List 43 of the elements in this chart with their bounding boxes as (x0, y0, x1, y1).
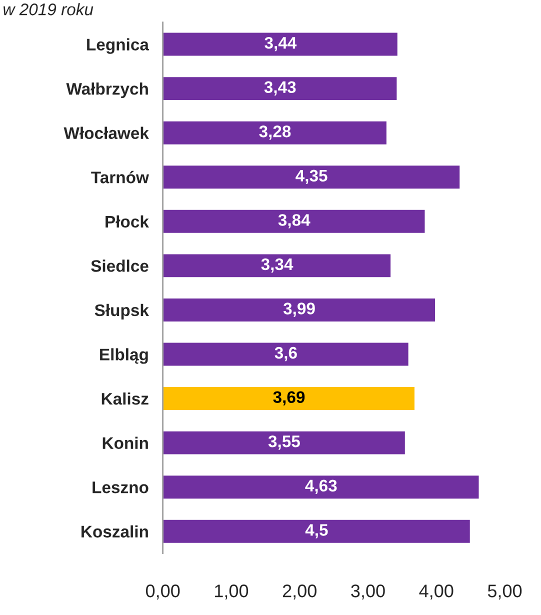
x-tick-label: 0,00 (146, 584, 180, 600)
y-tick-label: Siedlce (91, 260, 148, 272)
bar (162, 76, 398, 102)
data-label: 3,55 (268, 435, 300, 450)
data-label: 4,63 (305, 480, 337, 494)
bar (162, 164, 461, 190)
data-label: 3,43 (264, 81, 296, 96)
bar (162, 252, 392, 279)
bar (162, 518, 472, 544)
y-tick-label: Wałbrzych (66, 82, 148, 98)
bar (162, 31, 399, 58)
x-tick-label: 3,00 (351, 584, 385, 600)
data-label: 4,5 (305, 524, 328, 538)
bar (162, 297, 436, 323)
bar (162, 474, 480, 500)
y-tick-label: Włocławek (64, 126, 149, 140)
x-tick-label: 4,00 (419, 584, 454, 600)
y-tick-label: Kalisz (102, 392, 148, 405)
data-label: 3,69 (273, 391, 305, 406)
bar (162, 208, 426, 234)
chart-title: w 2019 roku (4, 3, 94, 16)
bar (162, 120, 388, 146)
y-tick-label: Koszalin (82, 525, 148, 538)
x-tick-label: 5,00 (488, 584, 522, 600)
y-tick-label: Konin (102, 436, 148, 450)
bar (162, 341, 410, 368)
y-tick-label: Elbląg (100, 348, 148, 364)
bar (162, 386, 416, 412)
data-label: 3,99 (283, 302, 315, 317)
x-tick-label: 1,00 (215, 584, 248, 600)
y-tick-label: Tarnów (91, 170, 149, 184)
y-tick-label: Leszno (92, 482, 148, 494)
data-label: 4,35 (296, 170, 328, 184)
data-label: 3,6 (274, 346, 297, 362)
data-label: 3,28 (259, 126, 291, 140)
bar (162, 430, 406, 456)
y-tick-label: Słupsk (94, 304, 149, 320)
x-tick-label: 2,00 (282, 584, 316, 600)
data-label: 3,44 (264, 36, 297, 52)
y-tick-label: Płock (106, 215, 149, 228)
data-label: 3,34 (261, 258, 294, 273)
data-label: 3,84 (278, 214, 310, 228)
y-tick-label: Legnica (87, 38, 150, 54)
